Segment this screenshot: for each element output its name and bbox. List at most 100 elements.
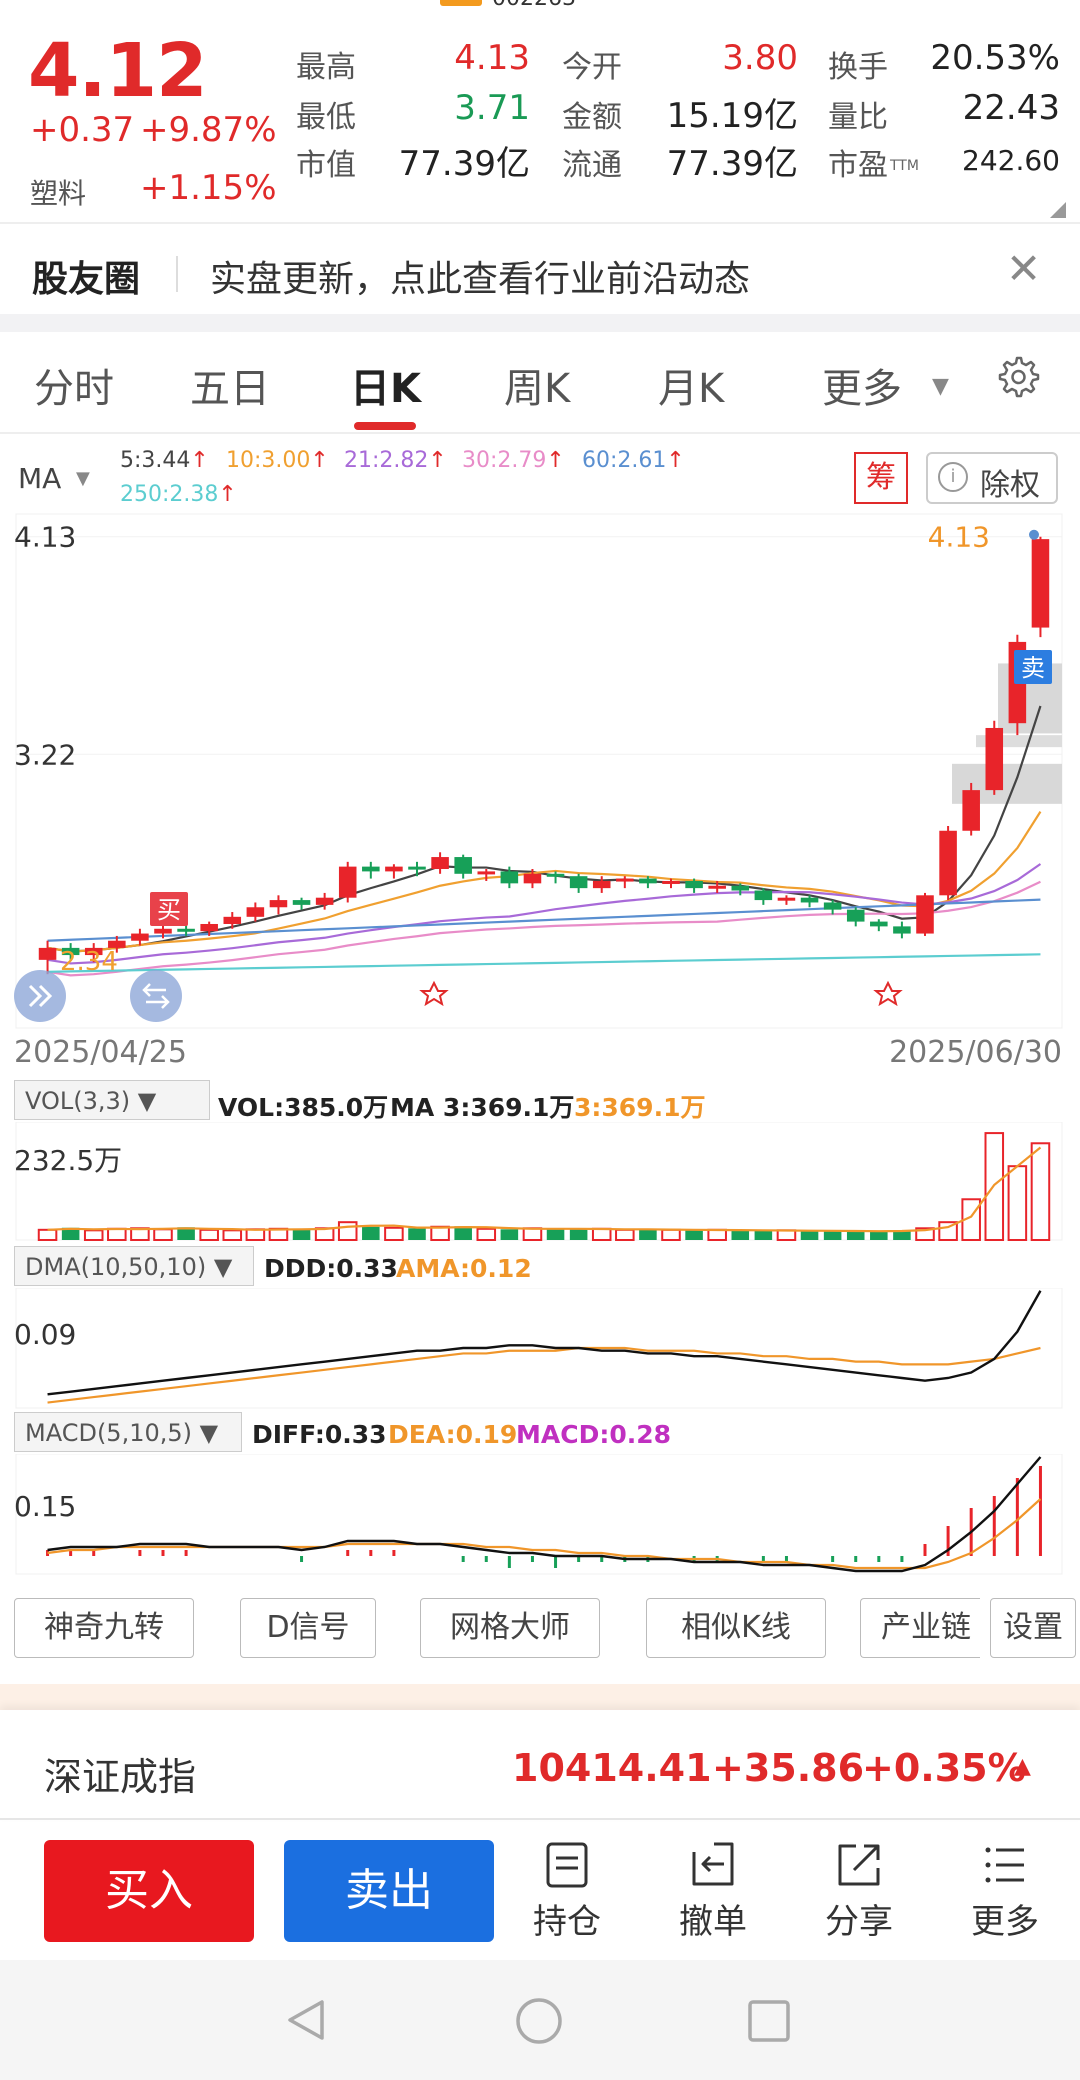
macd-chart[interactable]: 0.15 — [0, 1454, 1080, 1578]
volume-bar — [430, 1225, 450, 1241]
volume-chart[interactable]: 232.5万 — [0, 1122, 1080, 1242]
more-button[interactable]: 更多 — [950, 1840, 1060, 1950]
shortcut-grid-master[interactable]: 网格大师 — [420, 1598, 600, 1658]
guba-divider — [176, 256, 178, 292]
corner-triangle-icon — [1050, 202, 1066, 218]
up-arrow-icon: ↑ — [428, 448, 447, 473]
system-nav-bar — [0, 1960, 1080, 2080]
cancel-order-button[interactable]: 撤单 — [658, 1840, 768, 1950]
flag-tag — [440, 0, 482, 6]
gear-icon[interactable] — [994, 354, 1040, 400]
ex-rights-button[interactable]: i 除权 — [926, 452, 1058, 504]
sector-name[interactable]: 塑料 — [30, 177, 87, 210]
candle-body — [662, 880, 680, 884]
chart-frame — [15, 1122, 1063, 1241]
candle-body — [823, 902, 842, 910]
volume-bar — [222, 1229, 243, 1241]
ma-value-text: 21:2.82 — [344, 448, 429, 473]
volume-bar — [938, 1221, 958, 1241]
reset-icon[interactable] — [130, 970, 182, 1022]
scrolling-notice[interactable] — [0, 1684, 1080, 1710]
dma-selector[interactable]: DMA(10,50,10) ▼ — [14, 1246, 254, 1286]
back-icon[interactable] — [282, 1996, 330, 2044]
shortcut-similar-k[interactable]: 相似K线 — [646, 1598, 826, 1658]
tab-wuri[interactable]: 五日 — [190, 366, 270, 412]
buy-marker[interactable] — [150, 892, 188, 926]
section-gap — [0, 314, 1080, 332]
quote-panel: 4.12 +0.37 +9.87% 塑料 +1.15% 最高 4.13 今开 3.80… — [0, 10, 1080, 222]
index-bar[interactable]: 深证成指 10414.41 +35.86 +0.35% ▲ — [0, 1710, 1080, 1820]
candle-body — [269, 900, 288, 908]
vol-value: VOL:385.0万 — [218, 1093, 389, 1122]
volume-bar — [37, 1228, 58, 1242]
chevron-down-icon[interactable]: ▼ — [932, 374, 949, 399]
ma-value-text: 30:2.79 — [462, 448, 547, 473]
up-arrow-icon: ↑ — [310, 448, 329, 473]
vol-selector[interactable]: VOL(3,3) ▼ — [14, 1080, 210, 1120]
guba-title: 股友圈 — [32, 259, 141, 300]
sector-change-pct: +1.15% — [140, 168, 277, 208]
volume-bar — [384, 1226, 404, 1241]
guba-message[interactable]: 实盘更新，点此查看行业前沿动态 — [210, 259, 751, 300]
candle-body — [731, 885, 750, 891]
price-change-pct: +9.87% — [140, 110, 277, 150]
dma-chart[interactable]: 0.09 — [0, 1288, 1080, 1410]
stat-label: 换手 — [828, 50, 888, 85]
candle-body — [154, 928, 172, 934]
positions-button[interactable]: 持仓 — [512, 1840, 622, 1950]
y-axis-label-mid: 3.22 — [14, 738, 76, 771]
candle-body — [754, 890, 773, 901]
shortcut-d-signal[interactable]: D信号 — [240, 1598, 376, 1658]
shortcut-settings[interactable]: 设置 — [990, 1598, 1076, 1658]
up-arrow-icon: ↑ — [190, 448, 209, 473]
info-icon: i — [938, 462, 968, 492]
candle-body — [1031, 539, 1050, 628]
home-icon[interactable] — [514, 1996, 564, 2046]
volume-bar — [546, 1228, 565, 1240]
tab-fenshi[interactable]: 分时 — [34, 366, 114, 412]
chip-distribution-button[interactable]: 筹 — [854, 452, 908, 504]
guba-banner[interactable]: 股友圈 实盘更新，点此查看行业前沿动态 ✕ — [0, 224, 1080, 314]
kline-chart[interactable]: 4.13 3.22 2.34 4.13 2025/04/25 2025/06/30 买 卖 — [0, 512, 1080, 1072]
ma-value-text: 250:2.38 — [120, 482, 219, 507]
tab-zhouk[interactable]: 周K — [504, 366, 571, 412]
ma-selector[interactable]: MA — [18, 462, 62, 495]
volume-bar — [870, 1231, 888, 1240]
up-arrow-icon: ↑ — [666, 448, 685, 473]
share-button[interactable]: 分享 — [804, 1840, 914, 1950]
volume-bar — [522, 1227, 543, 1241]
candle-body — [200, 923, 218, 932]
tab-yuek[interactable]: 月K — [658, 366, 725, 412]
buy-button[interactable]: 买入 — [44, 1840, 254, 1942]
sell-marker-label: 卖 — [1021, 654, 1045, 682]
vol-ma3-line — [47, 1146, 1042, 1233]
ma-value: 21:2.82↑ — [344, 448, 447, 473]
volume-bar — [1007, 1165, 1028, 1242]
volume-bar — [615, 1228, 635, 1242]
ma-value-text: 10:3.00 — [226, 448, 311, 473]
tab-rik[interactable]: 日K — [350, 366, 421, 412]
candle-body — [546, 873, 565, 877]
period-tabs: 分时 五日 日K 周K 月K 更多 ▼ — [0, 332, 1080, 434]
volume-bar — [454, 1226, 472, 1240]
recents-icon[interactable] — [746, 1998, 792, 2044]
chevron-down-icon[interactable]: ▼ — [76, 468, 90, 489]
macd-selector[interactable]: MACD(5,10,5) ▼ — [14, 1412, 242, 1452]
shortcut-industry-chain[interactable]: 产业链 — [860, 1598, 980, 1658]
sell-button[interactable]: 卖出 — [284, 1840, 494, 1942]
volume-bar — [591, 1227, 612, 1242]
ma60-line — [47, 898, 1041, 942]
sell-marker[interactable] — [1014, 650, 1052, 684]
event-star-icon[interactable] — [873, 980, 903, 1007]
tab-more[interactable]: 更多 — [822, 366, 902, 412]
event-star-icon[interactable] — [419, 980, 449, 1007]
bottom-actions: 买入 卖出 持仓 撤单 分享 更多 — [0, 1820, 1080, 1960]
shortcut-magic-nine[interactable]: 神奇九转 — [14, 1598, 194, 1658]
chart-frame — [15, 1454, 1063, 1575]
close-icon[interactable]: ✕ — [1006, 244, 1042, 293]
candle-body — [500, 871, 519, 884]
stat-value: 77.39亿 — [398, 144, 530, 184]
candle-body — [639, 878, 657, 884]
stat-label: 金额 — [562, 100, 622, 135]
index-value: 10414.41 — [512, 1746, 712, 1790]
